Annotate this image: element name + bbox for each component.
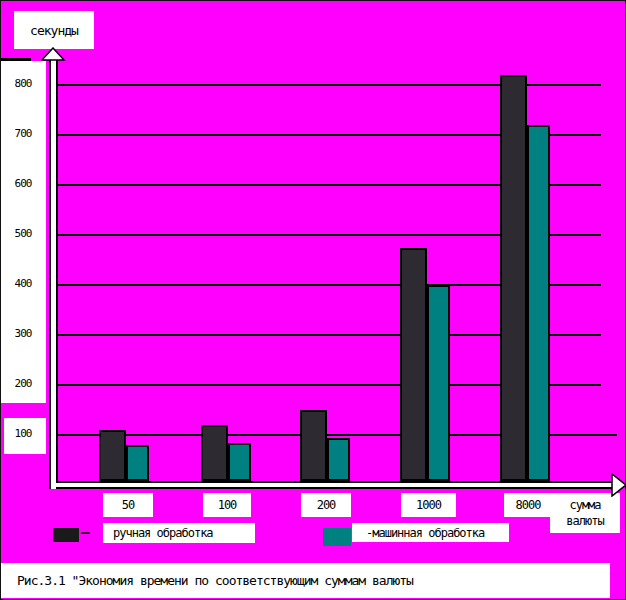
y-tick-label: 500 (1, 226, 45, 242)
figure-caption: Рис.3.1 "Экономия времени по соответству… (17, 573, 413, 588)
figure-caption-bar: Рис.3.1 "Экономия времени по соответству… (1, 563, 610, 598)
bar-machine-200 (327, 438, 350, 481)
legend-manual-swatch (53, 528, 79, 542)
y-axis-title: секунды (30, 23, 78, 38)
legend-machine-label-box: -машинная обработка (352, 523, 509, 542)
y-tick-label: 200 (1, 376, 45, 392)
bar-manual-200 (300, 410, 327, 481)
y-tick-label: 700 (1, 126, 45, 142)
y-tick-label: 100 (1, 426, 45, 442)
y-axis-arrow-icon (41, 47, 66, 61)
bar-machine-100 (228, 443, 251, 481)
legend-machine-label: -машинная обработка (366, 526, 484, 540)
x-axis-line (56, 481, 613, 489)
x-axis-arrow-icon (611, 473, 626, 497)
chart-figure: секунды 100 200 300 400 500 600 700 800 50 100 20… (0, 0, 626, 600)
legend-manual-dash: – (81, 524, 99, 540)
bar-manual-8000 (500, 75, 527, 481)
y-tick-label: 800 (1, 76, 45, 92)
y-tick-label: 300 (1, 326, 45, 342)
bar-machine-50 (126, 445, 149, 481)
x-category-label-100: 100 (203, 493, 251, 517)
y-tick-label: 600 (1, 176, 45, 192)
legend-machine-swatch (323, 528, 351, 546)
y-tick-label: 400 (1, 276, 45, 292)
bar-manual-1000 (400, 248, 427, 481)
bar-machine-8000 (527, 125, 550, 481)
x-category-label-1000: 1000 (401, 493, 456, 517)
x-axis-title-line2: валюты (566, 513, 603, 529)
x-category-label-50: 50 (103, 493, 153, 517)
bar-manual-100 (201, 425, 228, 481)
y-axis-line (49, 57, 58, 489)
x-category-label-8000: 8000 (504, 493, 552, 517)
x-axis-title-line1: сумма (569, 497, 600, 513)
x-axis-title-box: сумма валюты (550, 493, 620, 533)
legend-manual-label: ручная обработка (113, 526, 213, 540)
bar-machine-1000 (427, 285, 450, 481)
bar-manual-50 (99, 430, 126, 481)
legend-manual-label-box: ручная обработка (103, 523, 255, 543)
y-axis-title-box: секунды (14, 11, 94, 49)
x-category-label-200: 200 (301, 493, 351, 517)
